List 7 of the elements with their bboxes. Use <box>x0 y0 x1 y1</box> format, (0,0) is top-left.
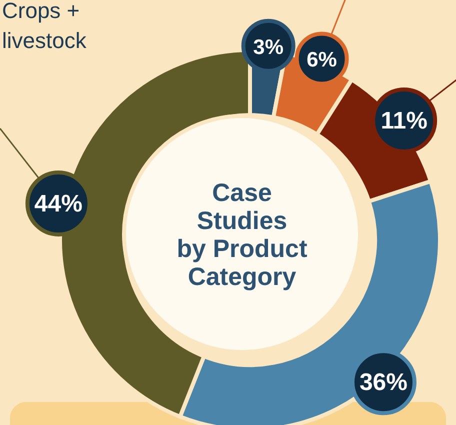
data-label: 6% <box>306 48 338 72</box>
data-label: 3% <box>253 36 284 59</box>
data-label: 44% <box>34 190 82 218</box>
text: Case Studies by Product Category <box>176 179 308 291</box>
slice-label: Crops + livestock <box>2 0 88 53</box>
data-label: 11% <box>380 107 428 134</box>
data-label: 36% <box>359 369 408 396</box>
